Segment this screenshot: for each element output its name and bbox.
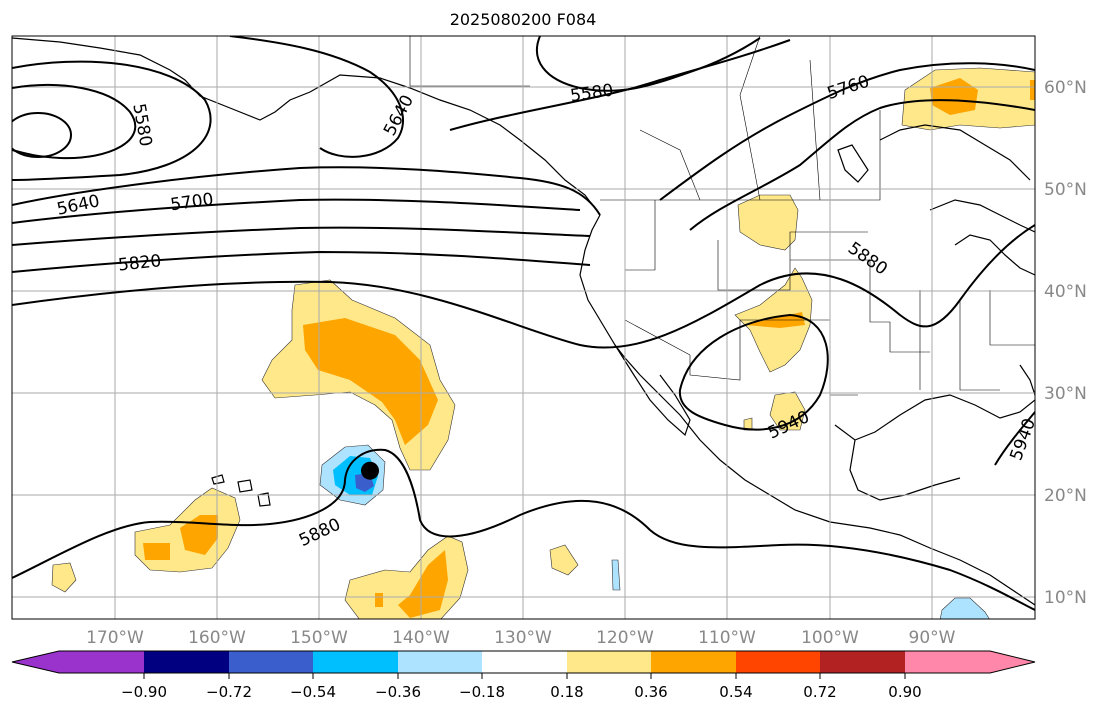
lat-label: 10°N: [1044, 588, 1087, 608]
lon-label: 100°W: [801, 628, 859, 648]
colorbar-bin: [736, 651, 820, 673]
colorbar-bin: [482, 651, 567, 673]
lon-label: 140°W: [392, 628, 450, 648]
lon-label: 150°W: [290, 628, 348, 648]
colorbar-tick-label: 0.54: [719, 683, 752, 701]
colorbar-tick-label: 0.90: [888, 683, 921, 701]
colorbar-bin: [820, 651, 905, 673]
colorbar-tick-label: −0.54: [290, 683, 336, 701]
longitude-labels: 170°W 160°W 150°W 140°W 130°W 120°W 110°…: [86, 628, 956, 648]
lon-label: 90°W: [909, 628, 956, 648]
anomaly-shading: [51, 67, 1035, 619]
colorbar-bin: [144, 651, 229, 673]
colorbar-extend-high: [990, 651, 1035, 673]
lon-label: 130°W: [494, 628, 552, 648]
colorbar-bin: [905, 651, 990, 673]
storm-center-marker: [361, 461, 379, 480]
colorbar-outline: [11, 650, 1036, 674]
colorbar-bin: [398, 651, 482, 673]
colorbar-tick-label: 0.36: [634, 683, 667, 701]
colorbar-extend-low: [12, 651, 59, 673]
colorbar-bin: [229, 651, 313, 673]
colorbar-tick-label: −0.72: [206, 683, 252, 701]
map-title: 2025080200 F084: [449, 10, 597, 29]
contour-label: 5820: [117, 251, 162, 275]
colorbar-tick-label: −0.18: [459, 683, 505, 701]
colorbar: −0.90 −0.72 −0.54 −0.36 −0.18 0.18 0.36 …: [11, 650, 1036, 701]
latitude-labels: 10°N 20°N 30°N 40°N 50°N 60°N: [1044, 78, 1087, 608]
lon-label: 120°W: [596, 628, 654, 648]
colorbar-bin: [59, 651, 144, 673]
lat-label: 50°N: [1044, 180, 1087, 200]
lat-label: 20°N: [1044, 486, 1087, 506]
state-borders: [409, 36, 1035, 396]
lon-label: 110°W: [698, 628, 756, 648]
colorbar-tick-label: −0.36: [375, 683, 421, 701]
lat-label: 40°N: [1044, 282, 1087, 302]
colorbar-tick-label: −0.90: [121, 683, 167, 701]
map-frame: [11, 35, 1036, 620]
colorbar-bin: [651, 651, 736, 673]
lat-label: 30°N: [1044, 384, 1087, 404]
lat-label: 60°N: [1044, 78, 1087, 98]
coastlines: [12, 37, 1035, 606]
lon-label: 160°W: [188, 628, 246, 648]
colorbar-tick-label: 0.72: [803, 683, 836, 701]
colorbar-bin: [313, 651, 398, 673]
colorbar-bin: [567, 651, 651, 673]
lon-label: 170°W: [86, 628, 144, 648]
height-contours: [12, 36, 1035, 611]
colorbar-tick-label: 0.18: [550, 683, 583, 701]
graticule: [12, 36, 1035, 619]
